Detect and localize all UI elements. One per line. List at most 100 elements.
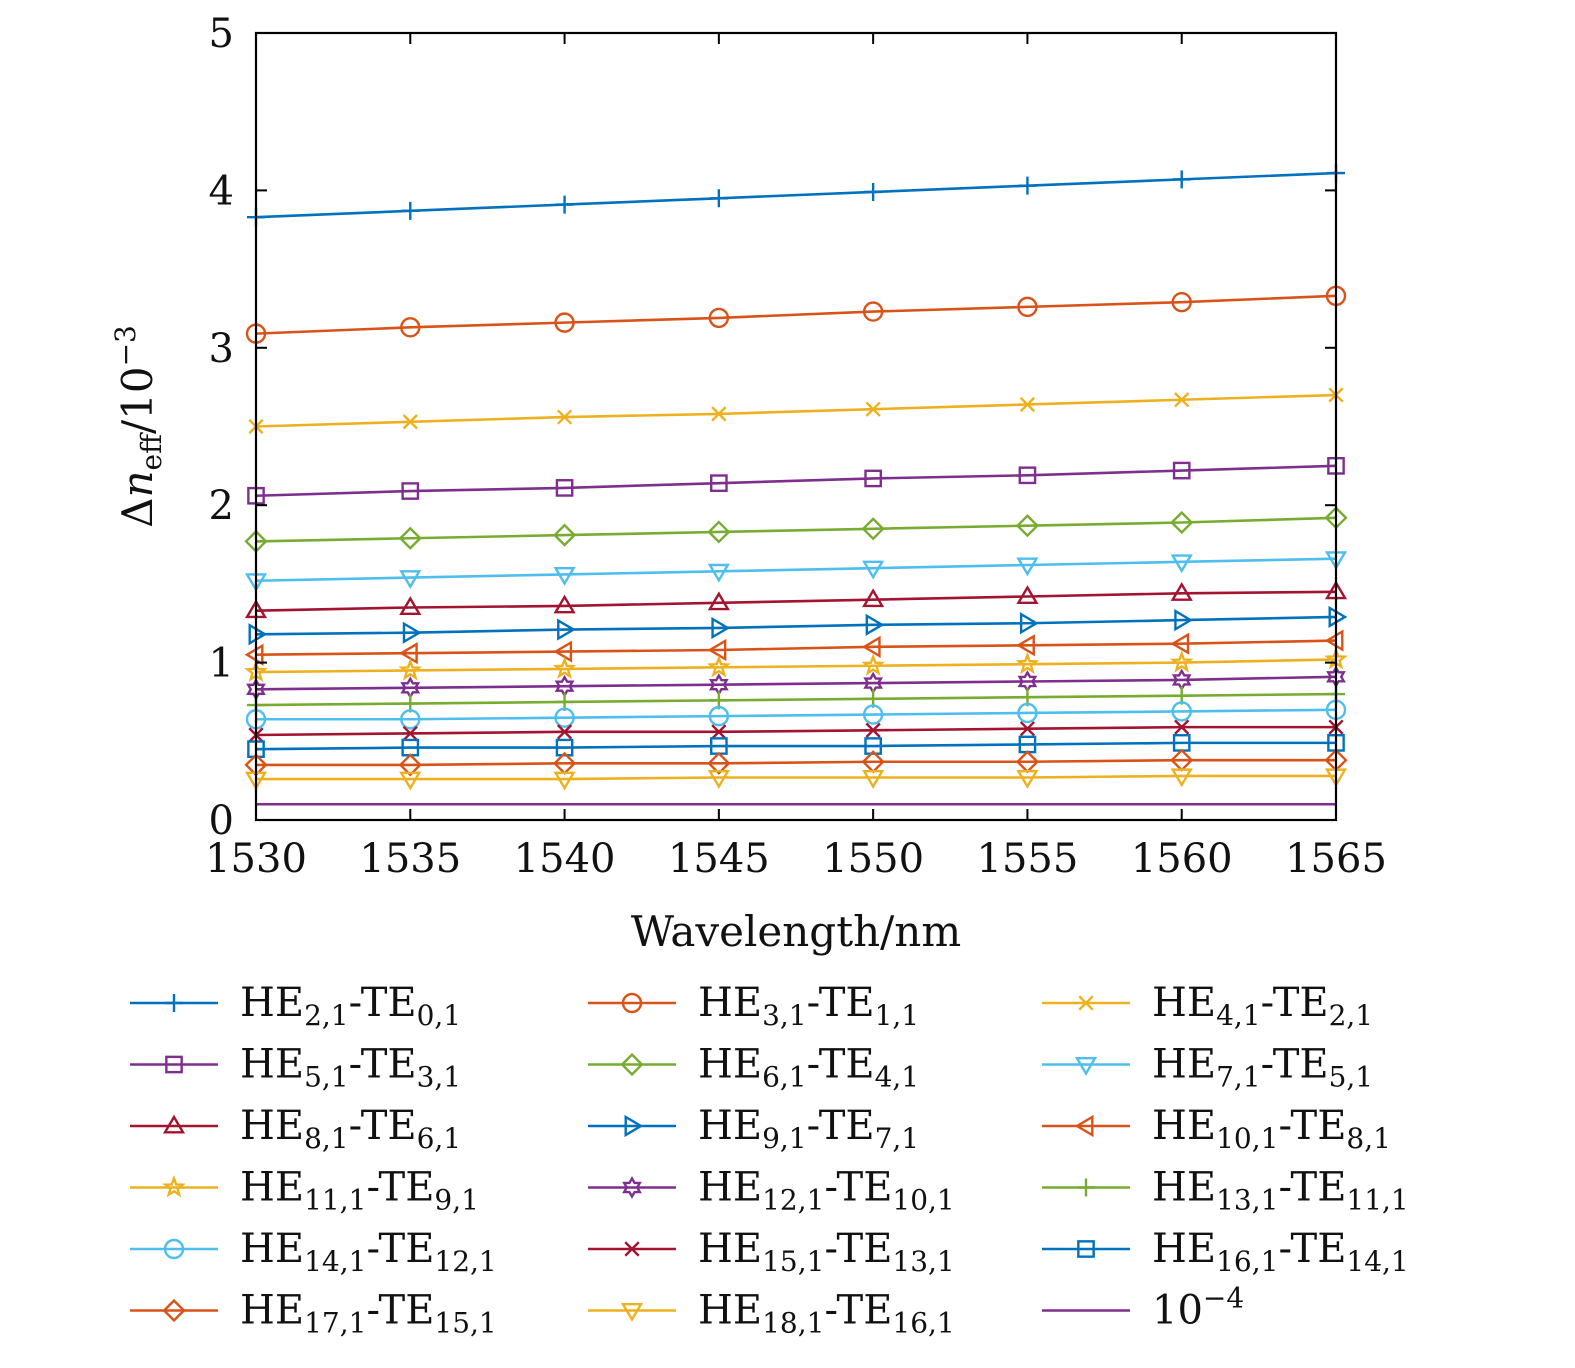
- legend-marker: [165, 994, 183, 1012]
- data-point: [862, 560, 885, 580]
- data-point: [399, 570, 422, 589]
- series-10: [244, 647, 1348, 683]
- data-point: [711, 616, 731, 640]
- data-point: [1170, 581, 1193, 601]
- legend-item-9: HE10,1-TE8,1: [1042, 1103, 1391, 1155]
- data-point: [401, 482, 420, 500]
- axes-box: [254, 31, 1338, 822]
- legend-item-12: HE13,1-TE11,1: [1042, 1165, 1409, 1217]
- x-tick-label: 1565: [1285, 836, 1387, 882]
- legend-item-11: HE12,1-TE10,1: [588, 1165, 955, 1217]
- x-tick-label: 1560: [1131, 836, 1233, 882]
- data-point: [1019, 721, 1036, 737]
- data-point: [865, 613, 885, 636]
- x-axis-title: Wavelength/nm: [631, 907, 961, 956]
- data-point: [1017, 702, 1038, 724]
- data-point: [707, 638, 727, 662]
- data-point: [553, 771, 576, 791]
- legend-item-15: HE16,1-TE14,1: [1042, 1226, 1409, 1278]
- data-point: [399, 596, 422, 616]
- series-line: [255, 675, 1337, 691]
- legend-item-7: HE8,1-TE6,1: [130, 1103, 461, 1155]
- data-point: [864, 469, 882, 488]
- legend-marker: [162, 1298, 186, 1323]
- series-line: [256, 758, 1336, 767]
- data-point: [1172, 461, 1191, 480]
- legend-label: HE18,1-TE16,1: [698, 1288, 955, 1340]
- data-point: [1170, 510, 1194, 535]
- legend-item-14: HE15,1-TE13,1: [588, 1226, 955, 1278]
- legend-item-4: HE5,1-TE3,1: [130, 1042, 461, 1094]
- data-point: [1170, 554, 1193, 574]
- legend-label: HE6,1-TE4,1: [698, 1042, 919, 1094]
- legend-item-16: HE17,1-TE15,1: [130, 1288, 497, 1340]
- y-axis-title: Δneff/10−3: [109, 325, 168, 528]
- x-tick-label: 1555: [977, 836, 1079, 882]
- data-point: [1018, 466, 1037, 485]
- data-point: [1328, 605, 1348, 629]
- legend-marker: [1078, 995, 1094, 1011]
- legend-marker: [1077, 1240, 1095, 1258]
- legend-marker: [624, 1241, 640, 1257]
- legend-marker: [622, 1176, 642, 1199]
- axes: 1530 1535 1540 1545 1550 1555 1560 1565 0 1 2 3 4 5: [205, 11, 1387, 882]
- x-tick-label: 1540: [514, 836, 616, 882]
- legend-label: HE12,1-TE10,1: [698, 1165, 955, 1217]
- data-point: [707, 591, 730, 611]
- data-point: [707, 654, 731, 678]
- legend-item-8: HE9,1-TE7,1: [588, 1103, 919, 1155]
- legend-label: HE17,1-TE15,1: [240, 1288, 497, 1340]
- data-point: [1174, 609, 1194, 632]
- legend-label: HE14,1-TE12,1: [240, 1226, 497, 1278]
- legend-marker: [624, 1114, 644, 1138]
- data-point: [244, 643, 264, 666]
- series-6: [244, 551, 1348, 593]
- data-point: [552, 523, 577, 547]
- data-point: [707, 520, 731, 544]
- data-point: [1171, 701, 1192, 722]
- data-point: [707, 751, 731, 775]
- data-point: [398, 658, 423, 681]
- data-point: [554, 312, 575, 333]
- data-point: [1016, 585, 1039, 604]
- series-12: [247, 685, 1345, 715]
- series-line: [255, 658, 1337, 674]
- data-point: [398, 753, 422, 777]
- series-9: [244, 629, 1344, 666]
- data-point: [862, 770, 885, 789]
- data-point: [865, 401, 881, 417]
- legend: HE2,1-TE0,1 HE3,1-TE1,1 HE4,1-TE2,1 HE5,1-T…: [130, 980, 1409, 1340]
- data-point: [1170, 632, 1190, 655]
- data-point: [864, 737, 882, 755]
- legend-item-1: HE2,1-TE0,1: [130, 980, 461, 1032]
- series-line: [256, 708, 1337, 721]
- legend-item-3: HE4,1-TE2,1: [1042, 980, 1373, 1032]
- legend-label: HE2,1-TE0,1: [240, 980, 461, 1032]
- series-line: [255, 692, 1337, 707]
- data-point: [711, 724, 727, 740]
- legend-label: HE16,1-TE14,1: [1152, 1226, 1409, 1278]
- series-line: [255, 590, 1337, 612]
- legend-item-2: HE3,1-TE1,1: [588, 980, 919, 1032]
- legend-label: HE10,1-TE8,1: [1152, 1103, 1391, 1155]
- x-tick-label: 1530: [205, 836, 307, 882]
- data-point: [861, 517, 885, 541]
- data-point: [1171, 291, 1192, 313]
- data-point: [710, 474, 728, 493]
- legend-item-13: HE14,1-TE12,1: [130, 1226, 497, 1278]
- data-point: [402, 414, 418, 430]
- legend-marker: [163, 1238, 185, 1260]
- legend-marker: [620, 1302, 644, 1322]
- data-point: [862, 588, 885, 608]
- data-point: [862, 301, 884, 322]
- data-point: [552, 656, 577, 679]
- data-point: [707, 770, 730, 789]
- legend-label: HE9,1-TE7,1: [698, 1103, 919, 1155]
- series-8: [248, 605, 1348, 646]
- data-point: [1015, 651, 1040, 675]
- legend-marker: [1074, 1056, 1098, 1076]
- data-point: [556, 409, 573, 425]
- legend-marker: [621, 992, 643, 1014]
- data-point: [248, 623, 268, 646]
